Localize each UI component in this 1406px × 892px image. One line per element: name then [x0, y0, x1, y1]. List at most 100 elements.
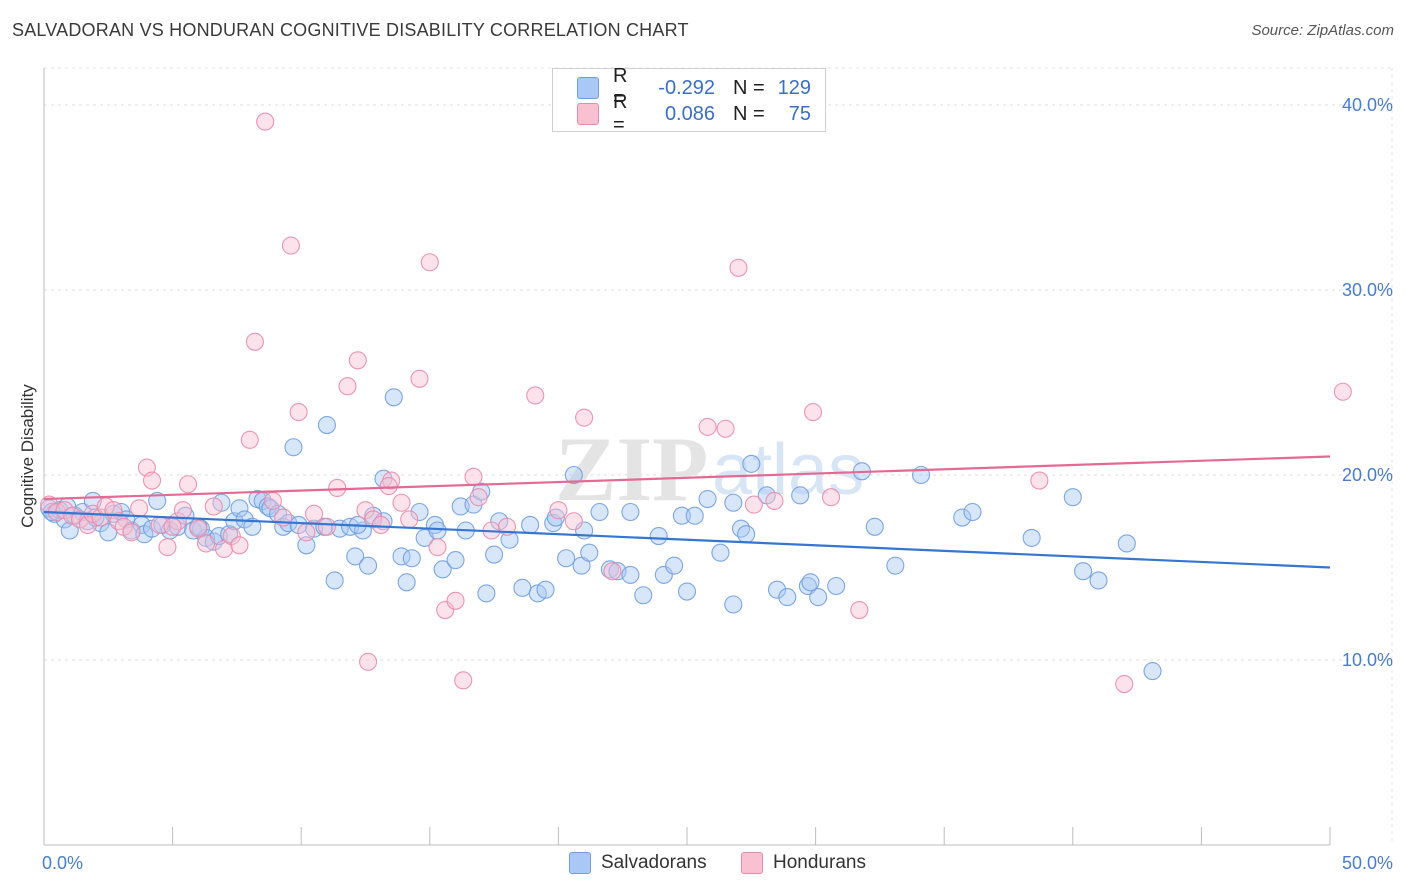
trend-line-hondurans	[43, 455, 1331, 501]
data-point-hondurans	[109, 512, 128, 531]
data-point-hondurans	[356, 501, 375, 520]
legend-r-label: R =	[613, 65, 628, 110]
legend-r-value: -0.292	[658, 76, 715, 99]
data-point-salvadorans	[791, 486, 810, 505]
data-point-salvadorans	[477, 584, 496, 603]
data-point-salvadorans	[317, 415, 336, 435]
data-point-salvadorans	[809, 588, 828, 607]
bottom-legend-label-salvadorans: Salvadorans	[601, 852, 707, 873]
data-point-salvadorans	[402, 549, 421, 568]
data-point-hondurans	[122, 523, 141, 542]
y-tick-label: 20.0%	[1342, 465, 1393, 485]
y-axis-label: Cognitive Disability	[18, 384, 37, 528]
data-point-salvadorans	[665, 556, 684, 575]
data-point-hondurans	[130, 499, 149, 518]
bottom-legend-swatch-salvadorans	[569, 852, 591, 874]
data-point-salvadorans	[698, 489, 717, 509]
bottom-legend-label-hondurans: Hondurans	[773, 852, 866, 873]
data-point-salvadorans	[485, 545, 504, 564]
data-point-hondurans	[348, 351, 367, 370]
data-points	[40, 112, 1352, 694]
data-point-hondurans	[803, 403, 823, 422]
data-point-salvadorans	[428, 521, 447, 540]
data-point-hondurans	[744, 495, 763, 514]
chart-title: SALVADORAN VS HONDURAN COGNITIVE DISABIL…	[12, 20, 689, 40]
data-point-salvadorans	[289, 515, 308, 535]
data-point-salvadorans	[513, 578, 532, 597]
data-point-salvadorans	[634, 586, 653, 605]
data-point-salvadorans	[778, 588, 797, 607]
data-point-hondurans	[196, 534, 216, 553]
data-point-hondurans	[263, 491, 282, 510]
data-point-hondurans	[698, 417, 717, 436]
data-point-hondurans	[240, 430, 259, 449]
data-point-salvadorans	[963, 502, 982, 522]
data-point-salvadorans	[580, 543, 599, 562]
data-point-salvadorans	[284, 438, 303, 457]
data-point-salvadorans	[1022, 528, 1041, 547]
data-point-hondurans	[230, 536, 249, 555]
data-point-hondurans	[549, 501, 568, 520]
data-point-salvadorans	[359, 556, 378, 575]
data-point-hondurans	[317, 517, 336, 536]
data-point-hondurans	[420, 253, 439, 272]
trend-lines	[43, 455, 1331, 569]
legend-swatch-salvadorans	[577, 77, 599, 99]
source-label: Source: ZipAtlas.com	[1251, 22, 1394, 39]
data-point-hondurans	[173, 501, 192, 520]
data-point-salvadorans	[654, 565, 673, 584]
data-point-salvadorans	[148, 491, 167, 510]
data-point-salvadorans	[433, 560, 452, 579]
data-point-salvadorans	[243, 517, 262, 536]
data-point-hondurans	[469, 488, 488, 507]
tick-labels: 10.0% 20.0% 30.0% 40.0% 0.0% 50.0%	[42, 95, 1393, 873]
legend-r-value: 0.086	[664, 102, 715, 125]
bottom-legend-salvadorans: Salvadorans	[569, 852, 707, 874]
legend-n-value: 75	[788, 102, 811, 125]
data-point-hondurans	[454, 671, 473, 690]
data-point-salvadorans	[1089, 571, 1108, 590]
data-point-salvadorans	[711, 543, 730, 562]
data-point-hondurans	[189, 519, 208, 538]
data-point-hondurans	[821, 488, 841, 507]
data-point-salvadorans	[546, 508, 565, 527]
data-point-salvadorans	[564, 465, 583, 485]
data-point-salvadorans	[621, 502, 640, 522]
data-point-salvadorans	[649, 526, 668, 546]
data-point-hondurans	[142, 471, 162, 490]
data-point-salvadorans	[767, 580, 787, 599]
data-point-salvadorans	[953, 508, 972, 527]
axes	[43, 68, 1331, 846]
data-point-hondurans	[163, 517, 182, 536]
data-point-salvadorans	[600, 560, 619, 579]
data-point-hondurans	[1030, 471, 1049, 490]
data-point-hondurans	[371, 515, 390, 535]
data-point-salvadorans	[677, 582, 697, 601]
bottom-legend-hondurans: Hondurans	[741, 852, 866, 874]
data-point-hondurans	[436, 600, 455, 620]
data-point-salvadorans	[204, 532, 223, 551]
data-point-hondurans	[328, 478, 347, 498]
data-point-salvadorans	[397, 573, 416, 592]
data-point-hondurans	[603, 562, 622, 581]
data-point-salvadorans	[724, 493, 743, 512]
data-point-hondurans	[289, 403, 308, 422]
legend-row-hondurans: R = 0.086 N = 75	[577, 91, 811, 136]
legend-r-label: R =	[613, 91, 628, 136]
x-tick-label-max: 50.0%	[1342, 853, 1393, 873]
data-point-salvadorans	[446, 551, 465, 570]
bottom-legend-swatch-hondurans	[741, 852, 763, 874]
data-point-salvadorans	[742, 454, 761, 473]
data-point-salvadorans	[1143, 662, 1162, 681]
x-tick-label-min: 0.0%	[42, 853, 83, 873]
data-point-salvadorans	[865, 517, 884, 536]
data-point-hondurans	[178, 475, 198, 494]
data-point-salvadorans	[521, 515, 540, 535]
legend-n-value: 129	[777, 76, 811, 99]
data-point-hondurans	[400, 510, 419, 529]
data-point-hondurans	[428, 538, 447, 557]
data-point-hondurans	[1333, 382, 1352, 401]
data-point-hondurans	[379, 477, 398, 496]
data-point-hondurans	[564, 512, 583, 531]
